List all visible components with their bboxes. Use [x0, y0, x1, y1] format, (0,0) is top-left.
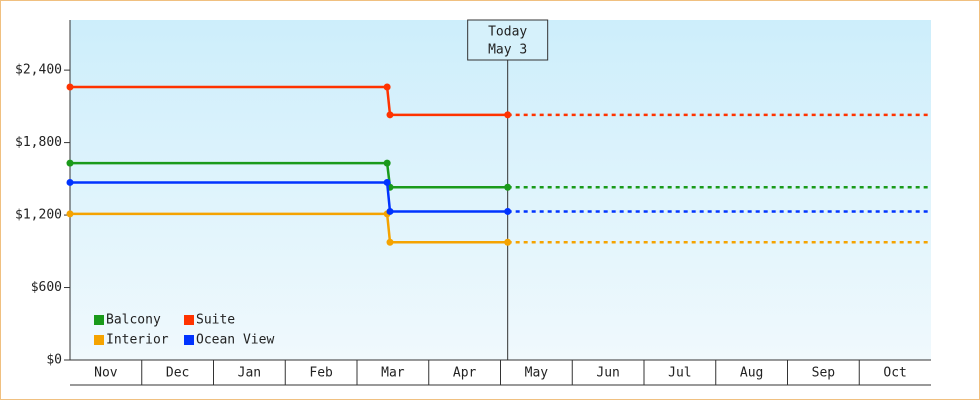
- series-line: [70, 161, 508, 189]
- point: [383, 178, 391, 186]
- point: [383, 83, 391, 91]
- point: [66, 83, 74, 91]
- y-tick-label: $1,800: [15, 135, 62, 150]
- y-tick-label: $2,400: [15, 63, 62, 78]
- x-tick-label: Sep: [812, 366, 836, 381]
- legend-swatch: [184, 335, 194, 345]
- y-tick-label: $600: [31, 280, 62, 295]
- y-tick-label: $0: [46, 353, 62, 368]
- legend-label: Balcony: [106, 313, 161, 328]
- series-line: [70, 181, 508, 213]
- point: [386, 238, 394, 246]
- x-tick-label: Dec: [166, 366, 189, 381]
- legend-swatch: [94, 315, 104, 325]
- plot-area: [70, 20, 931, 360]
- point: [504, 183, 512, 191]
- x-tick-label: May: [525, 366, 549, 381]
- legend-swatch: [184, 315, 194, 325]
- legend-label: Interior: [106, 333, 169, 348]
- legend-label: Suite: [196, 313, 235, 328]
- series-line: [70, 85, 508, 117]
- x-tick-label: Nov: [94, 366, 118, 381]
- x-tick-label: Apr: [453, 366, 477, 381]
- point: [66, 210, 74, 218]
- x-tick-label: Jun: [596, 366, 619, 381]
- x-tick-label: Aug: [740, 366, 763, 381]
- legend-label: Ocean View: [196, 333, 274, 348]
- point: [504, 207, 512, 215]
- x-tick-label: Jul: [668, 366, 691, 381]
- x-tick-label: Mar: [381, 366, 405, 381]
- x-tick-label: Feb: [309, 366, 333, 381]
- point: [386, 111, 394, 119]
- today-label: Today: [488, 25, 527, 40]
- point: [66, 178, 74, 186]
- legend-swatch: [94, 335, 104, 345]
- point: [383, 159, 391, 167]
- x-tick-label: Oct: [883, 366, 906, 381]
- point: [504, 111, 512, 119]
- point: [504, 238, 512, 246]
- today-label: May 3: [488, 43, 527, 58]
- today-box: [467, 19, 549, 61]
- y-tick-label: $1,200: [15, 208, 62, 223]
- x-tick-label: Jan: [238, 366, 261, 381]
- point: [386, 207, 394, 215]
- point: [66, 159, 74, 167]
- series-line: [70, 212, 508, 244]
